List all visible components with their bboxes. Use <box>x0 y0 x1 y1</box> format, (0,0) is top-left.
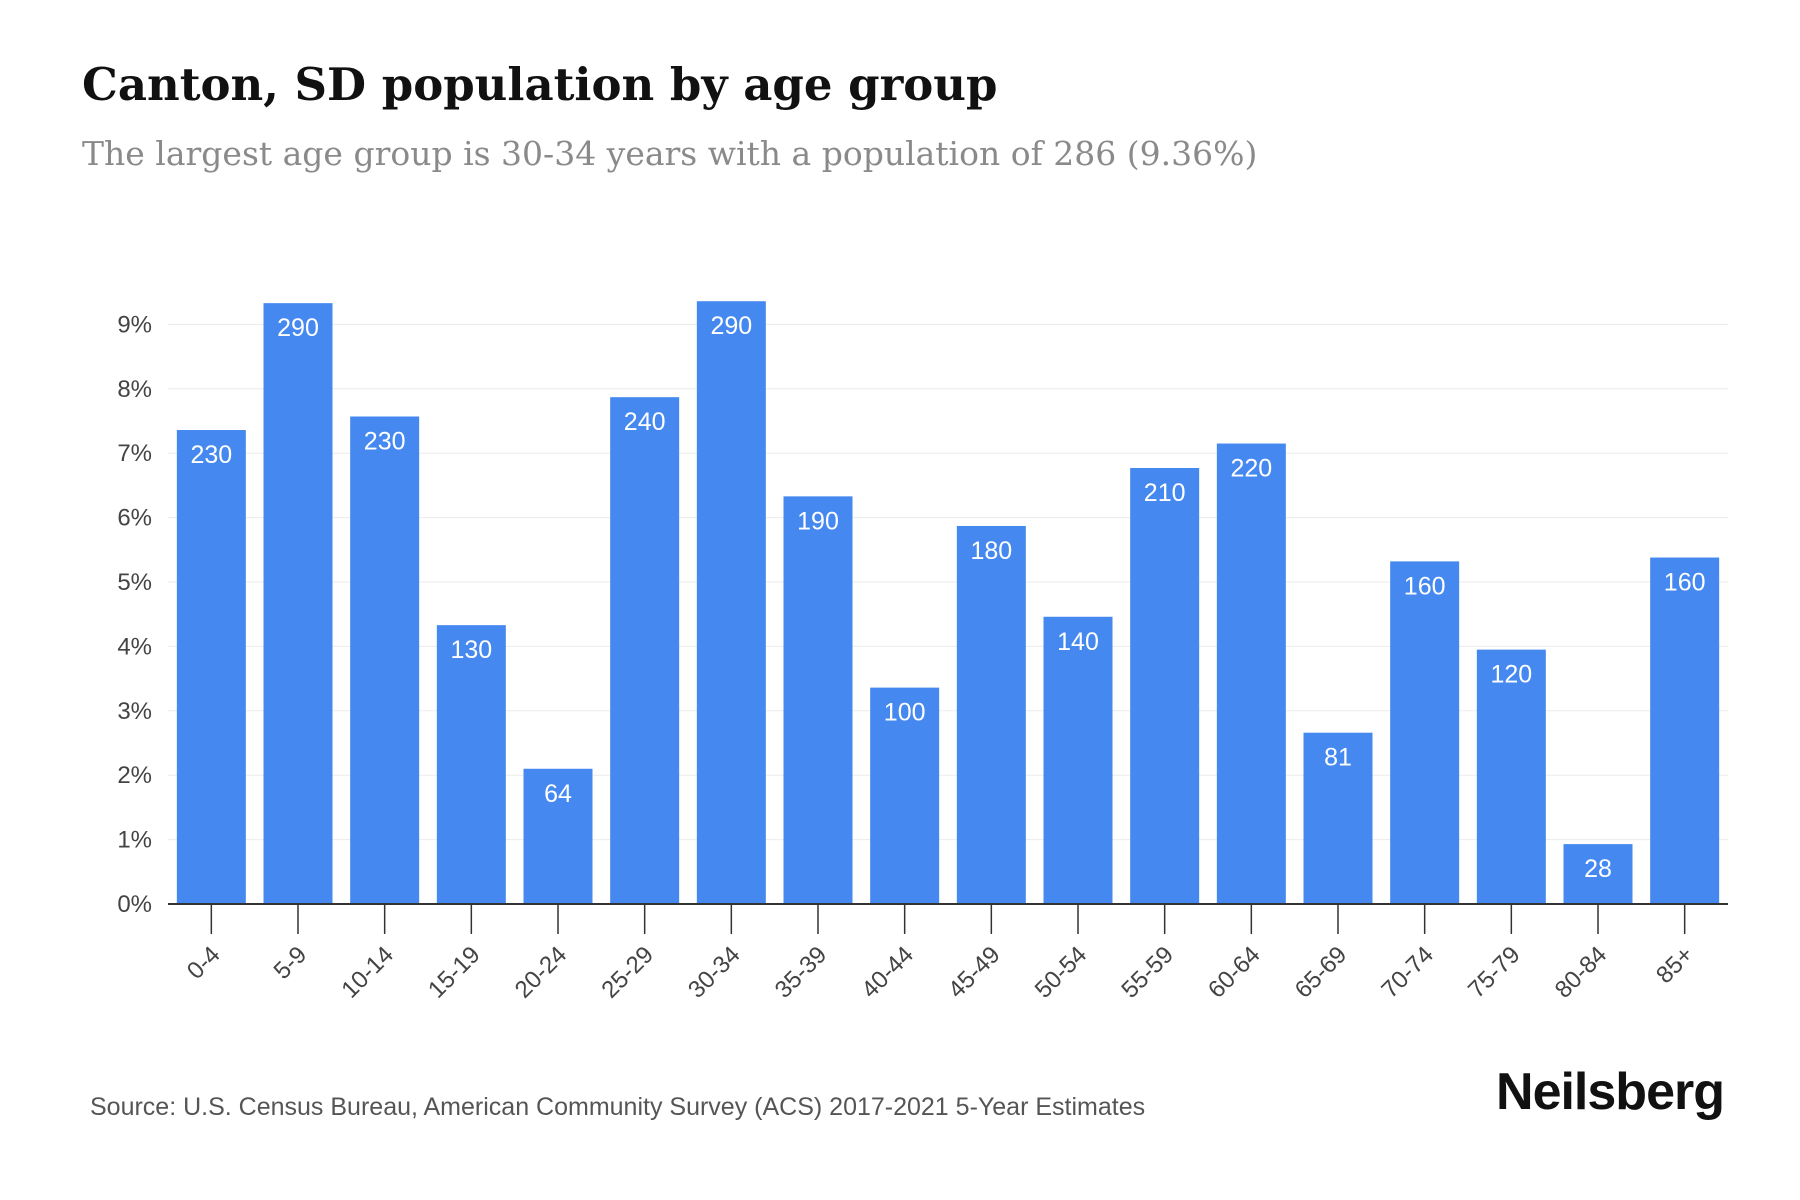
bar-value-label: 240 <box>624 408 666 436</box>
x-tick-label: 25-29 <box>596 941 659 1004</box>
x-tick-label: 45-49 <box>943 941 1006 1004</box>
bar-value-label: 190 <box>797 507 839 535</box>
bar <box>1130 468 1200 904</box>
x-tick-label: 5-9 <box>269 941 313 985</box>
bar-value-label: 180 <box>970 537 1012 565</box>
bar-value-label: 230 <box>190 441 232 469</box>
bar <box>1650 557 1720 904</box>
x-tick-label: 60-64 <box>1203 941 1266 1004</box>
x-tick-label: 85+ <box>1651 941 1699 989</box>
bar <box>783 496 853 904</box>
bar <box>1476 649 1546 904</box>
bar-value-label: 140 <box>1057 628 1099 656</box>
y-tick-label: 3% <box>117 698 152 725</box>
y-tick-label: 9% <box>117 311 152 338</box>
bar-value-label: 120 <box>1490 661 1532 689</box>
y-tick-label: 6% <box>117 505 152 532</box>
y-tick-label: 0% <box>117 891 152 918</box>
bar <box>956 525 1026 904</box>
x-tick-label: 40-44 <box>856 941 919 1004</box>
chart-title: Canton, SD population by age group <box>82 58 998 111</box>
x-tick-label: 80-84 <box>1550 941 1613 1004</box>
bar <box>176 430 246 904</box>
bar-value-label: 28 <box>1584 855 1612 883</box>
bar <box>1303 732 1373 904</box>
bar <box>1216 443 1286 904</box>
y-tick-label: 1% <box>117 827 152 854</box>
y-tick-label: 2% <box>117 762 152 789</box>
bar-value-label: 160 <box>1404 572 1446 600</box>
x-tick-label: 55-59 <box>1116 941 1179 1004</box>
x-tick-label: 15-19 <box>423 941 486 1004</box>
bar-value-label: 64 <box>544 780 572 808</box>
bar-value-label: 220 <box>1230 455 1272 483</box>
y-tick-label: 5% <box>117 569 152 596</box>
bar <box>610 397 680 904</box>
bar-value-label: 230 <box>364 427 406 455</box>
chart-subtitle: The largest age group is 30-34 years wit… <box>82 134 1258 173</box>
bar <box>1390 561 1460 904</box>
x-tick-label: 75-79 <box>1463 941 1526 1004</box>
x-tick-label: 30-34 <box>683 941 746 1004</box>
y-tick-label: 7% <box>117 440 152 467</box>
y-tick-label: 4% <box>117 633 152 660</box>
bar-value-label: 160 <box>1664 569 1706 597</box>
x-tick-label: 65-69 <box>1290 941 1353 1004</box>
bar <box>696 301 766 904</box>
bar <box>436 625 506 904</box>
source-note: Source: U.S. Census Bureau, American Com… <box>90 1093 1146 1121</box>
x-tick-label: 10-14 <box>336 941 399 1004</box>
y-tick-label: 8% <box>117 376 152 403</box>
bar <box>870 687 940 904</box>
bar-value-label: 210 <box>1144 479 1186 507</box>
bar-value-label: 130 <box>450 636 492 664</box>
bar <box>523 768 593 904</box>
x-tick-label: 50-54 <box>1030 941 1093 1004</box>
brand-logo: Neilsberg <box>1496 1063 1725 1121</box>
bar-value-label: 290 <box>710 312 752 340</box>
bar <box>1563 844 1633 904</box>
x-tick-label: 70-74 <box>1376 941 1439 1004</box>
bar <box>1043 616 1113 904</box>
bar-value-label: 100 <box>884 699 926 727</box>
bar-value-label: 81 <box>1324 744 1352 772</box>
x-tick-label: 20-24 <box>510 941 573 1004</box>
bar-value-label: 290 <box>277 314 319 342</box>
bar <box>263 303 333 904</box>
x-tick-label: 0-4 <box>182 941 226 985</box>
x-tick-label: 35-39 <box>770 941 833 1004</box>
bar <box>350 416 420 904</box>
